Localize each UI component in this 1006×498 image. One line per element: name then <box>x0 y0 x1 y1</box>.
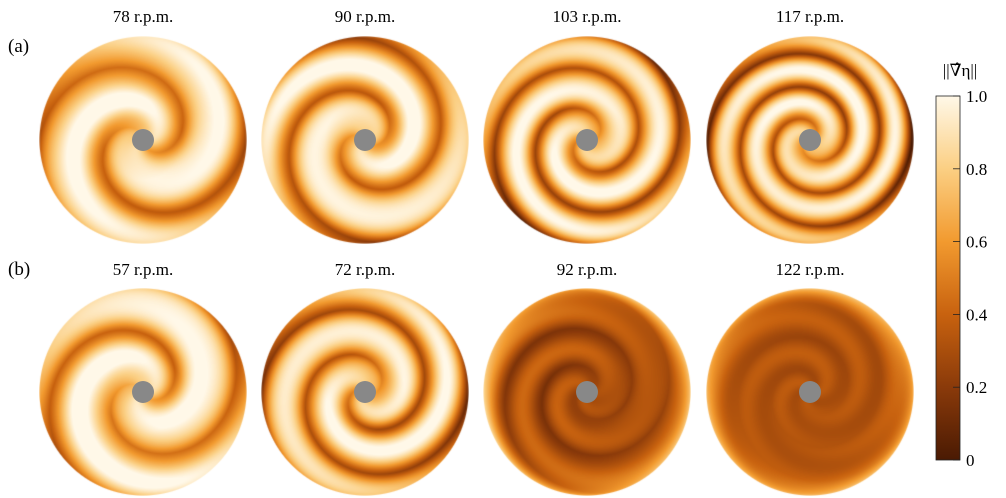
disk-hub <box>799 381 821 403</box>
colorbar-tick-label: 0.8 <box>966 160 987 179</box>
disk-title: 92 r.p.m. <box>557 260 617 279</box>
disk-hub <box>132 381 154 403</box>
colorbar-ticks: 0 0.2 0.4 0.6 0.8 1.0 <box>953 87 988 470</box>
disk-title: 122 r.p.m. <box>776 260 845 279</box>
disk-hub <box>354 129 376 151</box>
colorbar-tick-label: 0 <box>966 451 975 470</box>
disk-hub <box>576 129 598 151</box>
disk-title: 72 r.p.m. <box>335 260 395 279</box>
disk-hub <box>576 381 598 403</box>
colorbar-tick-label: 0.6 <box>966 233 987 252</box>
disk-hub <box>354 381 376 403</box>
colorbar <box>935 95 961 461</box>
panel-label-a: (a) <box>8 36 29 57</box>
panel-label-b: (b) <box>8 259 30 280</box>
disk-hub <box>132 129 154 151</box>
disk-hub <box>799 129 821 151</box>
disk-title: 117 r.p.m. <box>776 7 844 26</box>
disk-title: 90 r.p.m. <box>335 7 395 26</box>
disk-title: 78 r.p.m. <box>113 7 173 26</box>
disk-images <box>39 36 914 496</box>
colorbar-label: ||∇̂η|| <box>943 61 977 80</box>
disk-title: 57 r.p.m. <box>113 260 173 279</box>
disk-title: 103 r.p.m. <box>553 7 622 26</box>
colorbar-tick-label: 0.4 <box>966 305 988 324</box>
colorbar-tick-label: 0.2 <box>966 378 987 397</box>
colorbar-tick-label: 1.0 <box>966 87 987 106</box>
